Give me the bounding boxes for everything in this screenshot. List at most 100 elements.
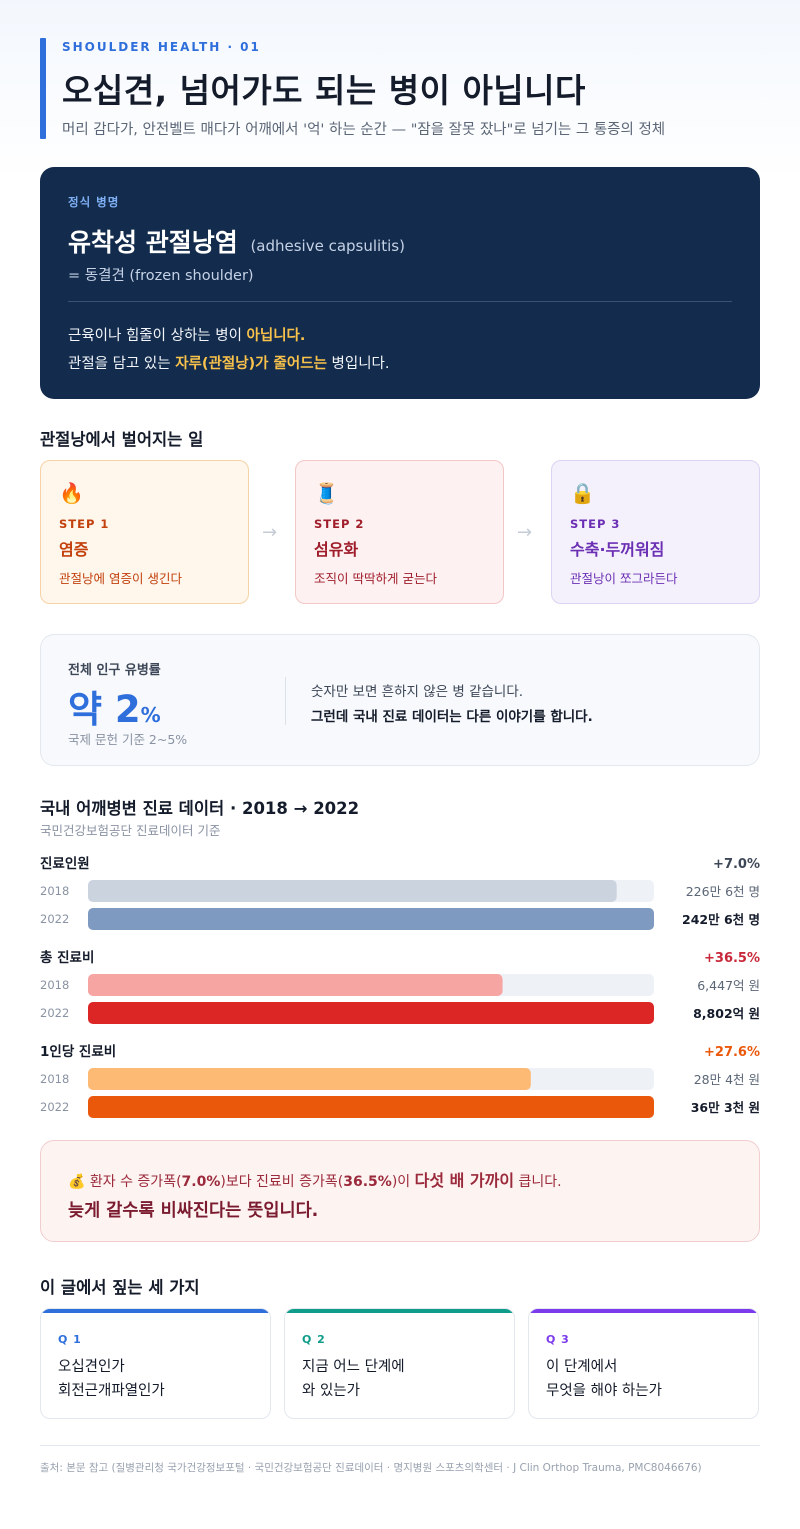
fire-icon: 🔥: [59, 481, 84, 505]
year-tick-label: 2018: [40, 978, 69, 992]
value-label: 36만 3천 원: [691, 1100, 760, 1115]
bar: [88, 1002, 654, 1024]
bar: [88, 908, 654, 930]
value-label: 28만 4천 원: [694, 1072, 760, 1087]
money-bag-icon: 💰: [68, 1174, 86, 1190]
prevalence-number: 약 2: [68, 688, 141, 731]
thread-spool-icon: 🧵: [314, 481, 339, 505]
insight-callout: 💰 환자 수 증가폭(7.0%)보다 진료비 증가폭(36.5%)이 다섯 배 …: [40, 1140, 760, 1242]
step-desc: 조직이 딱딱하게 굳는다: [314, 571, 437, 586]
step-desc: 관절낭이 쪼그라든다: [570, 571, 678, 586]
group-label: 진료인원: [40, 855, 90, 872]
value-label: 6,447억 원: [697, 978, 760, 993]
page-title: 오십견, 넘어가도 되는 병이 아닙니다: [62, 71, 586, 110]
header: SHOULDER HEALTH · 01 오십견, 넘어가도 되는 병이 아닙니…: [40, 38, 760, 139]
value-label: 242만 6천 명: [682, 912, 760, 927]
year-tick-label: 2018: [40, 1072, 69, 1086]
bar: [88, 1096, 654, 1118]
question-label: Q 3: [546, 1333, 570, 1346]
prevalence-unit: %: [140, 703, 161, 727]
prevalence-text-1: 숫자만 보면 흔하지 않은 병 같습니다.: [311, 684, 524, 700]
arrow-right-icon: →: [517, 522, 533, 543]
diagnosis-line-2: 관절을 담고 있는 자루(관절낭)가 줄어드는 병입니다.: [68, 352, 390, 373]
question-label: Q 1: [58, 1333, 82, 1346]
accent-bar: [40, 38, 46, 139]
insight-text-a: 환자 수 증가폭(: [89, 1174, 182, 1190]
question-line-1: 이 단계에서: [546, 1359, 618, 1375]
group-label: 총 진료비: [40, 949, 94, 966]
step-number: STEP 2: [314, 517, 365, 531]
insight-line-1: 💰 환자 수 증가폭(7.0%)보다 진료비 증가폭(36.5%)이 다섯 배 …: [68, 1167, 562, 1191]
question-label: Q 2: [302, 1333, 326, 1346]
question-line-2: 회전근개파열인가: [58, 1383, 165, 1399]
footer-source: 출처: 본문 참고 (질병관리청 국가건강정보포털 · 국민건강보험공단 진료데…: [40, 1462, 702, 1474]
year-tick-label: 2018: [40, 884, 69, 898]
page-subtitle: 머리 감다가, 안전벨트 매다가 어깨에서 '억' 하는 순간 — "잠을 잘못…: [62, 122, 666, 138]
diagnosis-label: 정식 병명: [68, 195, 120, 209]
step-number: STEP 1: [59, 517, 110, 531]
insight-text-b: )보다 진료비 증가폭(: [220, 1174, 344, 1190]
bar: [88, 880, 617, 902]
lock-icon: 🔒: [570, 481, 595, 505]
diagnosis-name-en: (adhesive capsulitis): [250, 237, 405, 255]
change-label: +36.5%: [704, 951, 760, 966]
diagnosis-alias: = 동결견 (frozen shoulder): [68, 268, 254, 284]
value-label: 226만 6천 명: [686, 884, 760, 899]
step-desc: 관절낭에 염증이 생긴다: [59, 571, 182, 586]
diagnosis-line-2-text-a: 관절을 담고 있는: [68, 356, 176, 372]
prevalence-text-2: 그런데 국내 진료 데이터는 다른 이야기를 합니다.: [311, 709, 593, 725]
process-title: 관절낭에서 벌어지는 일: [40, 430, 204, 449]
insight-value-2: 36.5%: [343, 1174, 392, 1190]
diagnosis-line-1-highlight: 아닙니다.: [246, 328, 306, 344]
diagnosis-name-ko: 유착성 관절낭염: [68, 228, 238, 257]
bar: [88, 1068, 531, 1090]
year-tick-label: 2022: [40, 1006, 69, 1020]
footer-divider: [40, 1445, 760, 1446]
question-line-2: 무엇을 해야 하는가: [546, 1383, 662, 1399]
value-label: 8,802억 원: [693, 1006, 760, 1021]
question-line-1: 오십견인가: [58, 1359, 125, 1375]
diagnosis-name: 유착성 관절낭염 (adhesive capsulitis): [68, 223, 405, 259]
kicker: SHOULDER HEALTH · 01: [62, 40, 261, 54]
change-label: +7.0%: [713, 857, 760, 872]
question-line-1: 지금 어느 단계에: [302, 1359, 405, 1375]
divider: [68, 301, 732, 302]
arrow-right-icon: →: [262, 522, 278, 543]
insight-line-2: 늦게 갈수록 비싸진다는 뜻입니다.: [68, 1201, 319, 1221]
diagnosis-line-1: 근육이나 힘줄이 상하는 병이 아닙니다.: [68, 324, 305, 345]
prevalence-card: 전체 인구 유병률 약 2% 국제 문헌 기준 2~5% 숫자만 보면 흔하지 …: [40, 634, 760, 766]
step-name: 섬유화: [314, 540, 359, 559]
diagnosis-line-1-text: 근육이나 힘줄이 상하는 병이: [68, 328, 247, 344]
change-label: +27.6%: [704, 1045, 760, 1060]
insight-text-d: 큽니다.: [514, 1174, 562, 1190]
step-name: 염증: [59, 540, 89, 559]
questions-title: 이 글에서 짚는 세 가지: [40, 1278, 200, 1297]
year-tick-label: 2022: [40, 1100, 69, 1114]
question-line-2: 와 있는가: [302, 1383, 360, 1399]
prevalence-label: 전체 인구 유병률: [68, 663, 161, 678]
diagnosis-card: 정식 병명 유착성 관절낭염 (adhesive capsulitis) = 동…: [40, 167, 760, 399]
step-number: STEP 3: [570, 517, 621, 531]
prevalence-note: 국제 문헌 기준 2~5%: [68, 732, 188, 747]
insight-value-1: 7.0%: [181, 1174, 221, 1190]
card-accent: [285, 1309, 514, 1313]
year-tick-label: 2022: [40, 912, 69, 926]
chart-title: 국내 어깨병변 진료 데이터 · 2018 → 2022: [40, 799, 360, 818]
divider: [285, 677, 286, 725]
diagnosis-line-2-highlight: 자루(관절낭)가 줄어드는: [175, 356, 327, 372]
prevalence-value: 약 2%: [68, 679, 161, 733]
chart-subtitle: 국민건강보험공단 진료데이터 기준: [40, 823, 221, 838]
group-label: 1인당 진료비: [40, 1043, 116, 1060]
bar-chart: 진료인원 +7.0% 2018 226만 6천 명 2022 242만 6천 명총 진료비…: [40, 855, 760, 1118]
step-name: 수축·두꺼워짐: [570, 540, 665, 559]
insight-text-c: )이: [391, 1174, 415, 1190]
card-accent: [41, 1309, 270, 1313]
